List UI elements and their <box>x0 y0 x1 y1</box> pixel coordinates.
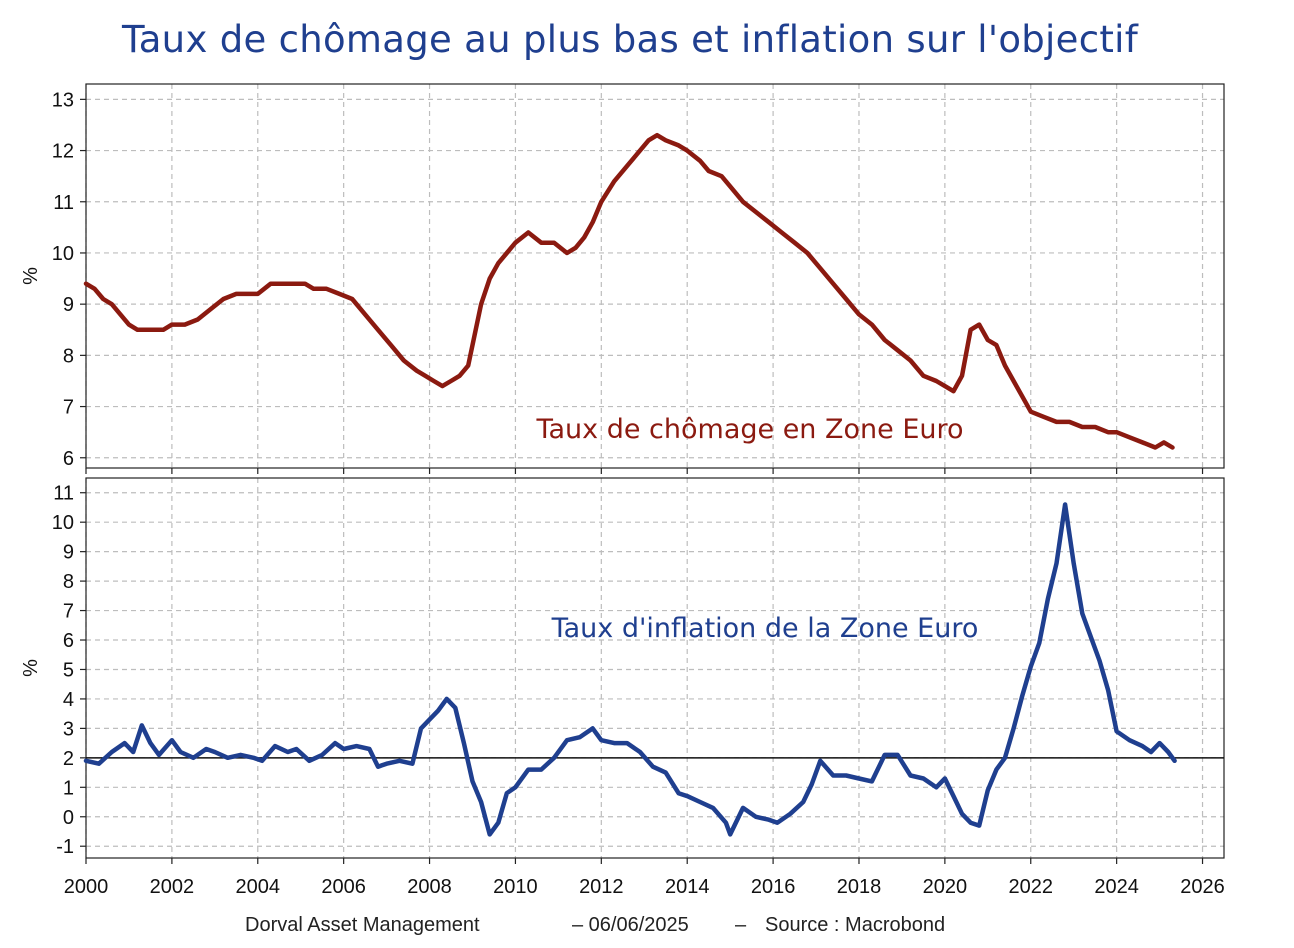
footer-author: Dorval Asset Management <box>245 914 480 936</box>
plot-frame <box>85 83 1225 469</box>
y-tick-label: 7 <box>63 601 74 623</box>
series-annotation: Taux d'inflation de la Zone Euro <box>551 613 979 644</box>
y-tick-label: -1 <box>56 836 74 858</box>
x-tick-label: 2000 <box>64 876 109 898</box>
y-tick-label: 4 <box>63 689 74 711</box>
x-tick-label: 2008 <box>407 876 452 898</box>
y-tick-label: 8 <box>63 571 74 593</box>
x-tick-label: 2026 <box>1180 876 1225 898</box>
y-axis-label: % <box>20 659 42 677</box>
series-line <box>83 502 1177 837</box>
y-tick-label: 13 <box>52 89 74 111</box>
series-line <box>83 132 1175 450</box>
y-tick-label: 11 <box>53 483 74 505</box>
x-tick-label: 2014 <box>665 876 710 898</box>
series-annotation: Taux de chômage en Zone Euro <box>535 414 963 445</box>
y-tick-label: 5 <box>63 659 74 681</box>
x-tick-label: 2018 <box>837 876 882 898</box>
y-tick-label: 3 <box>63 718 74 740</box>
plot-frame <box>85 477 1225 859</box>
y-tick-label: 6 <box>63 630 74 652</box>
y-tick-label: 0 <box>63 807 74 829</box>
y-tick-label: 12 <box>52 141 74 163</box>
y-tick-label: 10 <box>52 243 74 265</box>
x-tick-label: 2006 <box>321 876 366 898</box>
y-tick-label: 9 <box>63 294 74 316</box>
x-tick-label: 2004 <box>236 876 281 898</box>
x-tick-label: 2012 <box>579 876 624 898</box>
y-tick-label: 2 <box>63 748 74 770</box>
page-title: Taux de chômage au plus bas et inflation… <box>121 18 1139 61</box>
y-tick-label: 10 <box>52 512 74 534</box>
x-tick-label: 2016 <box>751 876 796 898</box>
footer-source: Source : Macrobond <box>765 914 946 936</box>
unemployment-panel: 6 7 8 9 10 11 12 13% Taux de chômage en Zone Eur… <box>20 83 1225 474</box>
x-tick-label: 2002 <box>150 876 195 898</box>
x-tick-label: 2020 <box>923 876 968 898</box>
y-tick-label: 1 <box>63 777 74 799</box>
y-tick-label: 7 <box>63 397 74 419</box>
x-tick-label: 2010 <box>493 876 538 898</box>
y-tick-label: 8 <box>63 345 74 367</box>
inflation-panel: -1 0 1 2 3 4 5 6 7 8 9 10 11 2000 2002 2004 2006 2008 2010… <box>20 477 1225 898</box>
footer-date: – 06/06/2025 <box>572 914 689 936</box>
y-tick-label: 9 <box>63 542 74 564</box>
x-tick-label: 2024 <box>1094 876 1139 898</box>
footer-separator: – <box>735 914 747 936</box>
x-tick-label: 2022 <box>1009 876 1054 898</box>
y-tick-label: 11 <box>53 192 74 214</box>
y-tick-label: 6 <box>63 448 74 470</box>
y-axis-label: % <box>20 267 42 285</box>
